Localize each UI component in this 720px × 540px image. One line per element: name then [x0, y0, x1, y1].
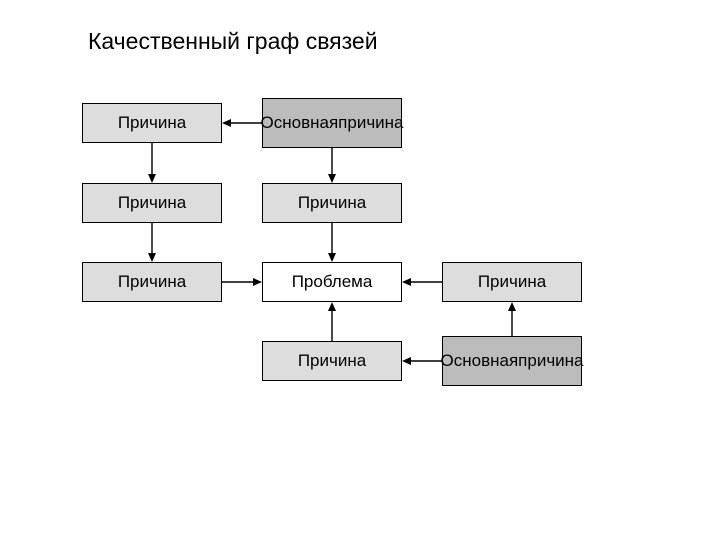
node-c_r2c1: Причина	[82, 183, 222, 223]
node-problem: Проблема	[262, 262, 402, 302]
diagram-title: Качественный граф связей	[88, 28, 378, 55]
node-c_r3c3: Причина	[442, 262, 582, 302]
node-c_r3c1: Причина	[82, 262, 222, 302]
node-root_top: Основнаяпричина	[262, 98, 402, 148]
node-root_br: Основнаяпричина	[442, 336, 582, 386]
node-c_r4c2: Причина	[262, 341, 402, 381]
node-c_r2c2: Причина	[262, 183, 402, 223]
node-c_r1c1: Причина	[82, 103, 222, 143]
